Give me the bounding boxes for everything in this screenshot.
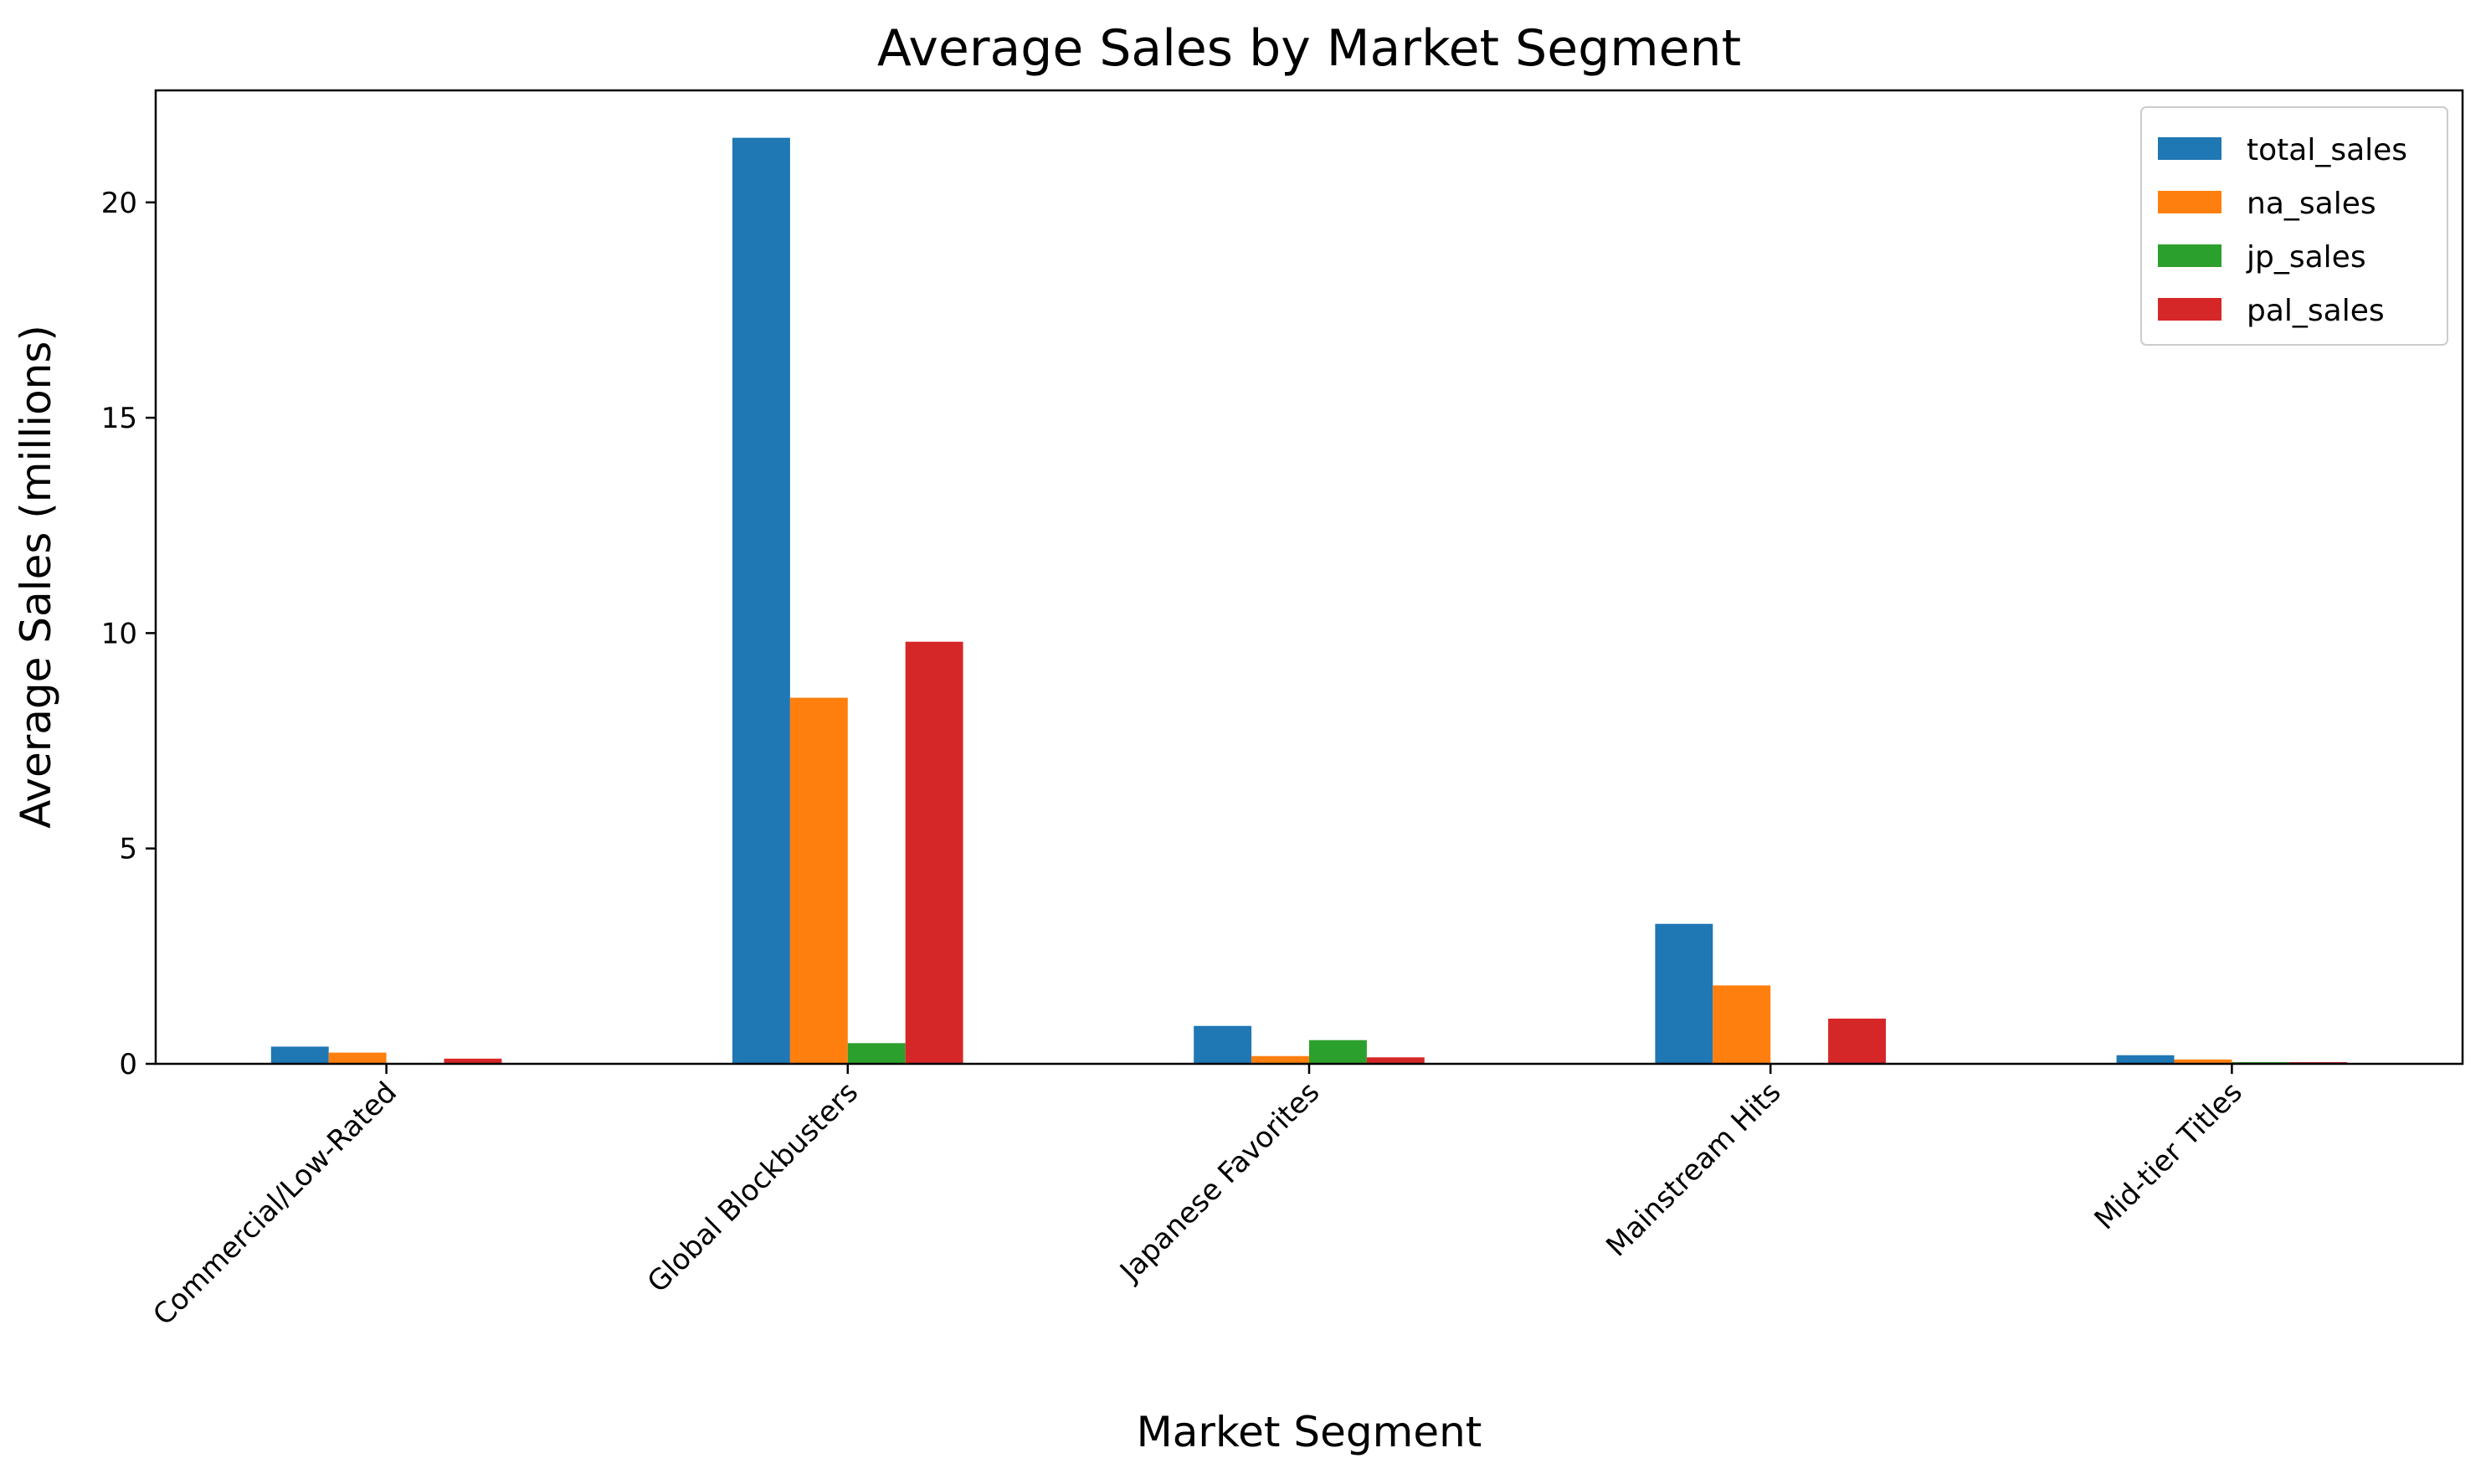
chart-title: Average Sales by Market Segment <box>877 19 1741 78</box>
legend-label-na-sales: na_sales <box>2247 187 2376 221</box>
bar-total-sales-mainstream-hits <box>1655 923 1713 1064</box>
y-axis-label: Average Sales (millions) <box>12 325 60 829</box>
bar-total-sales-global-blockbusters <box>732 137 790 1065</box>
y-tick-label: 10 <box>101 617 137 650</box>
bar-jp-sales-global-blockbusters <box>847 1043 906 1064</box>
bar-pal-sales-commercial-low-rated <box>444 1058 502 1064</box>
bars-group <box>270 137 2348 1065</box>
legend-label-total-sales: total_sales <box>2247 133 2407 167</box>
y-tick-label: 0 <box>119 1048 137 1081</box>
bar-na-sales-mainstream-hits <box>1713 985 1771 1064</box>
bar-total-sales-commercial-low-rated <box>270 1046 329 1064</box>
y-tick-label: 5 <box>119 833 137 866</box>
y-tick-label: 15 <box>101 402 137 435</box>
y-axis: 0 5 10 15 20 <box>101 187 156 1081</box>
bar-pal-sales-japanese-favorites <box>1366 1057 1425 1064</box>
legend-swatch-pal-sales <box>2158 298 2221 321</box>
legend-swatch-total-sales <box>2158 137 2221 160</box>
legend-frame <box>2140 106 2448 346</box>
bar-pal-sales-mainstream-hits <box>1828 1018 1886 1064</box>
bar-pal-sales-global-blockbusters <box>905 641 963 1064</box>
bar-na-sales-mid-tier-titles <box>2174 1059 2232 1064</box>
bar-total-sales-mid-tier-titles <box>2116 1055 2175 1064</box>
legend-swatch-na-sales <box>2158 191 2221 213</box>
legend-swatch-jp-sales <box>2158 244 2221 267</box>
bar-jp-sales-japanese-favorites <box>1309 1040 1367 1064</box>
legend: total_sales na_sales jp_sales pal_sales <box>2140 106 2448 346</box>
bar-na-sales-global-blockbusters <box>789 697 848 1064</box>
legend-label-jp-sales: jp_sales <box>2246 240 2366 275</box>
bar-na-sales-commercial-low-rated <box>328 1052 387 1064</box>
bar-na-sales-japanese-favorites <box>1251 1055 1309 1064</box>
bar-total-sales-japanese-favorites <box>1194 1025 1252 1064</box>
y-tick-label: 20 <box>101 187 137 220</box>
legend-label-pal-sales: pal_sales <box>2247 294 2385 328</box>
x-axis-label: Market Segment <box>1137 1408 1482 1456</box>
